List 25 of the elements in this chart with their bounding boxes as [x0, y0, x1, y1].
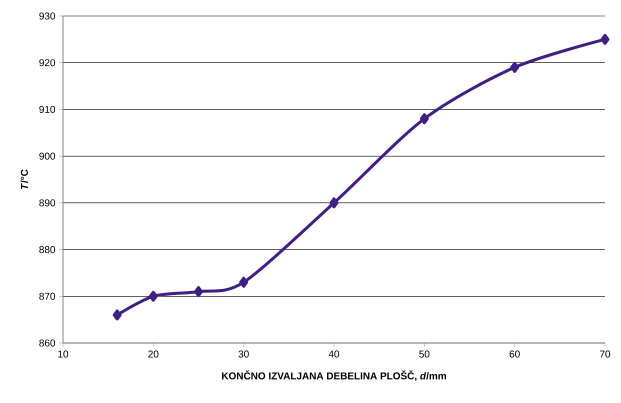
- x-tick-label: 70: [600, 350, 610, 358]
- point: [148, 290, 158, 302]
- y-tick-label: 900: [39, 152, 56, 160]
- y-tick-label: 910: [39, 106, 56, 113]
- point: [112, 309, 122, 320]
- point: [600, 34, 610, 45]
- point: [330, 197, 338, 208]
- y-tick-label: 880: [39, 246, 56, 254]
- x-tick-label: 10: [58, 350, 68, 358]
- y-tick-label: 920: [39, 59, 56, 66]
- point: [194, 286, 203, 298]
- point: [239, 276, 248, 288]
- x-tick-label: 50: [419, 350, 430, 358]
- point: [510, 62, 520, 73]
- x-tick-label: 20: [148, 350, 158, 358]
- x-tick-label: 60: [510, 350, 520, 358]
- y-axis-title: T/°C: [20, 169, 28, 190]
- x-tick-label: 30: [238, 350, 249, 358]
- x-axis-title: KONČNO IZVALJANA DEBELINA PLOŠČ, d/mm: [222, 370, 446, 381]
- y-tick-label: 870: [39, 292, 56, 300]
- y-tick-label: 890: [39, 199, 56, 206]
- point: [420, 113, 429, 124]
- y-tick-label: 860: [39, 339, 56, 347]
- x-tick-label: 40: [328, 350, 340, 358]
- y-tick-label: 930: [39, 12, 56, 20]
